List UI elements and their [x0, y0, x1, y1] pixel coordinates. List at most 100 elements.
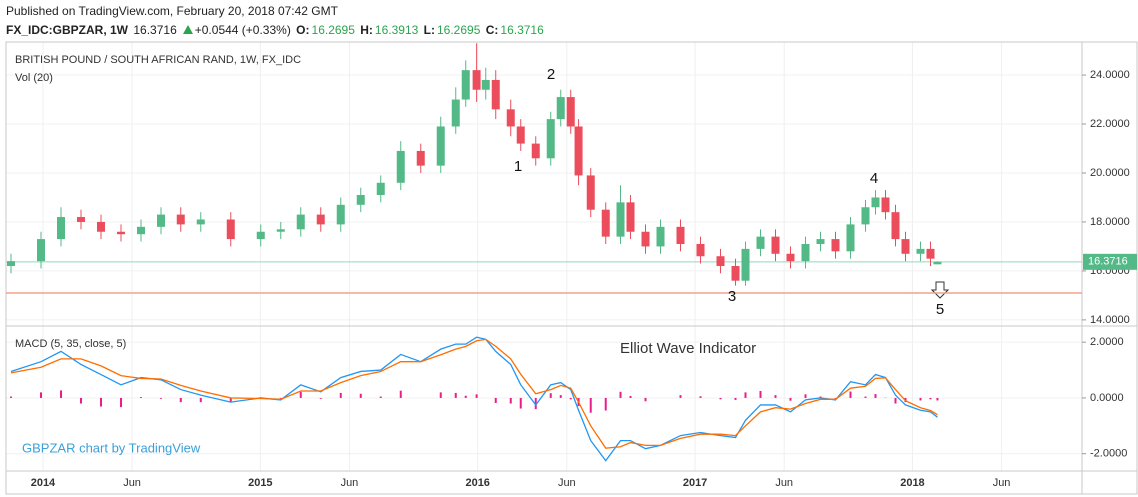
- candle-body: [336, 204, 345, 225]
- ohlc-value: 16.2695: [311, 23, 355, 37]
- grid: [6, 42, 1082, 471]
- x-tick-label: Jun: [775, 477, 793, 489]
- x-tick-label: 2016: [465, 477, 489, 489]
- ohlc-label: O:: [296, 23, 310, 37]
- ohlc-label: C:: [485, 23, 499, 37]
- candle-body: [376, 182, 385, 196]
- histogram-bar: [819, 396, 822, 398]
- header: Published on TradingView.com, February 2…: [6, 2, 546, 40]
- histogram-bar: [509, 397, 512, 404]
- histogram-bar: [604, 397, 607, 411]
- candle-body: [586, 175, 595, 210]
- last-price-box: [1083, 253, 1137, 270]
- macd-line: [10, 336, 938, 462]
- candle-body: [716, 256, 725, 267]
- x-tick-label: 2014: [31, 477, 56, 489]
- candle-body: [556, 97, 565, 120]
- candle-body: [451, 99, 460, 127]
- histogram-bar: [279, 397, 282, 399]
- histogram-bar: [9, 396, 12, 398]
- candle-body: [136, 226, 145, 235]
- histogram-bar: [519, 397, 522, 409]
- change: +0.0544 (+0.33%): [194, 23, 291, 37]
- histogram-bar: [379, 396, 382, 398]
- histogram-bar: [894, 397, 897, 404]
- credit: GBPZAR chart by TradingView: [22, 440, 201, 455]
- y-tick-label: 20.0000: [1090, 167, 1130, 179]
- candle-body: [516, 126, 525, 144]
- histogram-bar: [319, 397, 322, 399]
- candle-body: [472, 70, 481, 90]
- histogram-bar: [589, 397, 592, 413]
- candle-body: [196, 219, 205, 225]
- candle-body: [226, 219, 235, 240]
- candle-body: [891, 212, 900, 240]
- candle-body: [176, 214, 185, 225]
- candle-body: [436, 126, 445, 166]
- candle-body: [116, 231, 125, 235]
- macd-title: MACD (5, 35, close, 5): [15, 338, 126, 350]
- ohlc-label: H:: [360, 23, 373, 37]
- candle-body: [76, 217, 85, 222]
- y-tick-label: 24.0000: [1090, 69, 1130, 81]
- y-tick-label: 22.0000: [1090, 118, 1130, 130]
- histogram-bar: [919, 397, 922, 401]
- candle-body: [616, 202, 625, 237]
- histogram-bar: [475, 394, 478, 398]
- ohlc-label: L:: [423, 23, 435, 37]
- histogram-bar: [159, 397, 162, 399]
- histogram-bar: [719, 397, 722, 400]
- up-triangle: [182, 25, 193, 34]
- candle-body: [846, 224, 855, 252]
- ohlc-value: 16.2695: [436, 23, 481, 37]
- histogram-bar: [99, 397, 102, 407]
- candle-body: [601, 209, 610, 237]
- candle-body: [506, 109, 515, 127]
- candle-body: [256, 231, 265, 240]
- histogram-bar: [744, 392, 747, 398]
- arrow-down: [930, 281, 950, 299]
- wave-label: 4: [870, 170, 878, 187]
- candle-body: [316, 214, 325, 225]
- candle-body: [926, 248, 935, 259]
- histogram-bar: [559, 395, 562, 398]
- histogram-bar: [629, 395, 632, 398]
- candle-body: [531, 143, 540, 159]
- candle-body: [296, 214, 305, 230]
- histogram-bar: [199, 397, 202, 403]
- y-tick-label: 18.0000: [1090, 216, 1130, 228]
- candle-body: [933, 261, 942, 265]
- histogram-bar: [399, 390, 402, 398]
- histogram-bar: [929, 397, 932, 400]
- histogram-bar: [299, 391, 302, 398]
- histogram-bar: [79, 397, 82, 404]
- ohlc-value: 16.3913: [374, 23, 419, 37]
- symbol: FX_IDC:GBPZAR, 1W: [6, 23, 129, 37]
- candle-body: [881, 197, 890, 213]
- wave-label: 5: [936, 301, 944, 318]
- last-price: 16.3716: [133, 23, 177, 37]
- candle-body: [396, 150, 405, 183]
- chart-title: BRITISH POUND / SOUTH AFRICAN RAND, 1W, …: [15, 54, 301, 66]
- histogram-bar: [569, 397, 572, 400]
- histogram-bar: [774, 395, 777, 398]
- macd-line: [10, 338, 938, 449]
- histogram-bar: [439, 392, 442, 398]
- candle-body: [771, 236, 780, 254]
- histogram-bar: [759, 390, 762, 398]
- wave-label: 2: [547, 66, 555, 83]
- y-tick-label: 0.0000: [1090, 392, 1124, 404]
- candle-body: [416, 150, 425, 166]
- y-tick-label: -2.0000: [1090, 448, 1127, 460]
- candle-body: [96, 221, 105, 232]
- candle-body: [566, 97, 575, 127]
- candle-body: [546, 119, 555, 159]
- candle-body: [481, 79, 490, 90]
- x-tick-label: Jun: [123, 477, 141, 489]
- histogram-bar: [619, 391, 622, 398]
- candle-body: [276, 229, 285, 232]
- candle-body: [676, 226, 685, 244]
- candle-body: [36, 239, 45, 262]
- histogram-bar: [699, 396, 702, 398]
